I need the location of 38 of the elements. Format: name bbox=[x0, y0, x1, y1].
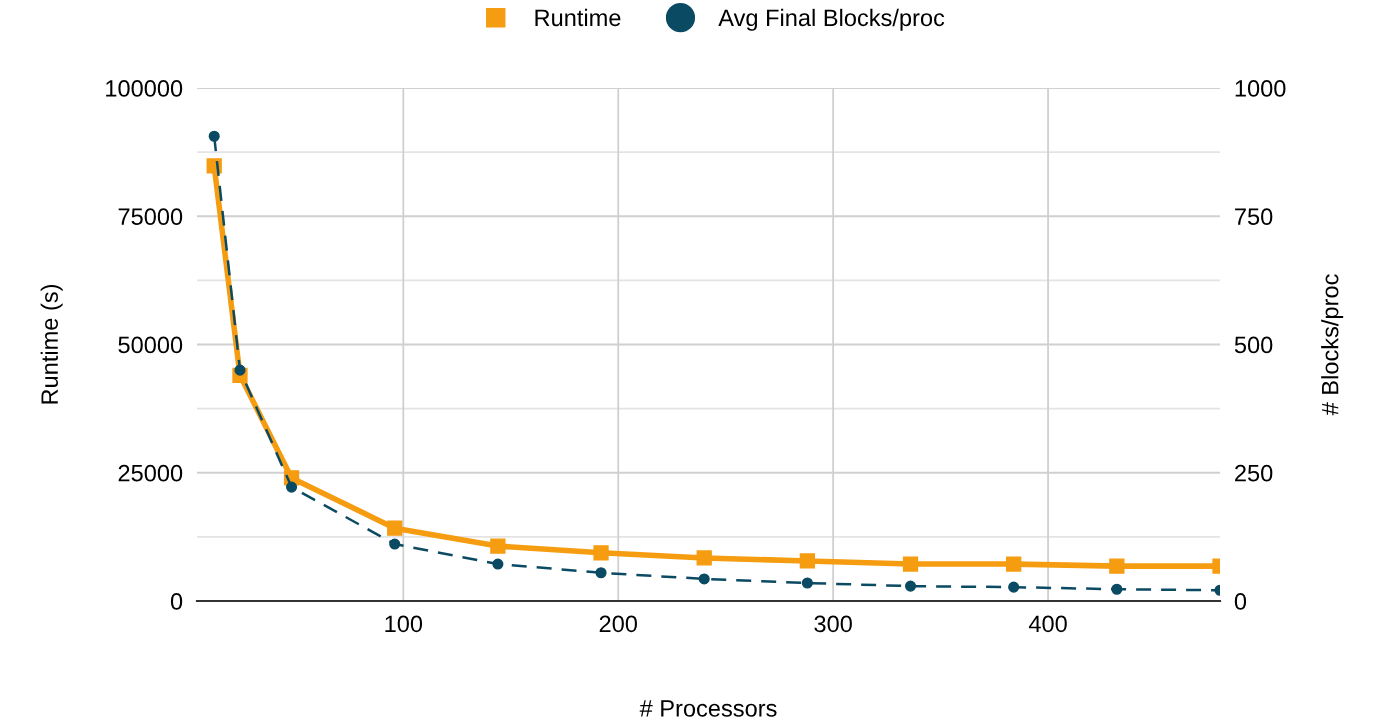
y-tick-label: 75000 bbox=[118, 208, 183, 226]
point bbox=[593, 545, 609, 561]
y2-tick-label: 750 bbox=[1235, 208, 1273, 226]
point bbox=[387, 520, 403, 536]
y-tick-label: 0 bbox=[170, 593, 183, 610]
point bbox=[698, 573, 710, 585]
point bbox=[1008, 581, 1020, 593]
y2-axis-title: # Blocks/proc bbox=[1321, 274, 1344, 416]
legend-label: Avg Final Blocks/proc bbox=[718, 8, 945, 31]
point bbox=[1111, 583, 1123, 595]
y2-tick-label: 0 bbox=[1234, 593, 1247, 610]
point bbox=[208, 130, 220, 142]
point bbox=[389, 538, 401, 550]
point bbox=[801, 577, 813, 589]
x-tick-label: 400 bbox=[1028, 615, 1067, 633]
point bbox=[490, 538, 506, 554]
point bbox=[1109, 558, 1125, 574]
y2-tick-label: 500 bbox=[1234, 336, 1273, 354]
y2-tick-label: 1000 bbox=[1235, 80, 1286, 97]
x-axis-title: # Processors bbox=[639, 700, 777, 717]
point bbox=[904, 580, 917, 592]
y2-tick-label: 250 bbox=[1235, 464, 1273, 482]
point bbox=[902, 556, 919, 572]
point bbox=[286, 481, 298, 493]
x-tick-label: 200 bbox=[599, 615, 638, 633]
point bbox=[492, 558, 504, 570]
legend-label: Runtime bbox=[535, 8, 621, 27]
point bbox=[799, 553, 816, 569]
x-tick-label: 100 bbox=[385, 615, 423, 633]
point bbox=[1006, 556, 1022, 572]
point bbox=[696, 550, 712, 566]
point bbox=[595, 567, 607, 579]
y-axis-title: Runtime (s) bbox=[40, 284, 63, 404]
y-tick-label: 25000 bbox=[118, 464, 183, 482]
y-tick-label: 50000 bbox=[118, 336, 183, 354]
x-tick-label: 300 bbox=[814, 615, 852, 633]
point bbox=[234, 364, 246, 376]
y-tick-label: 100000 bbox=[106, 80, 183, 97]
